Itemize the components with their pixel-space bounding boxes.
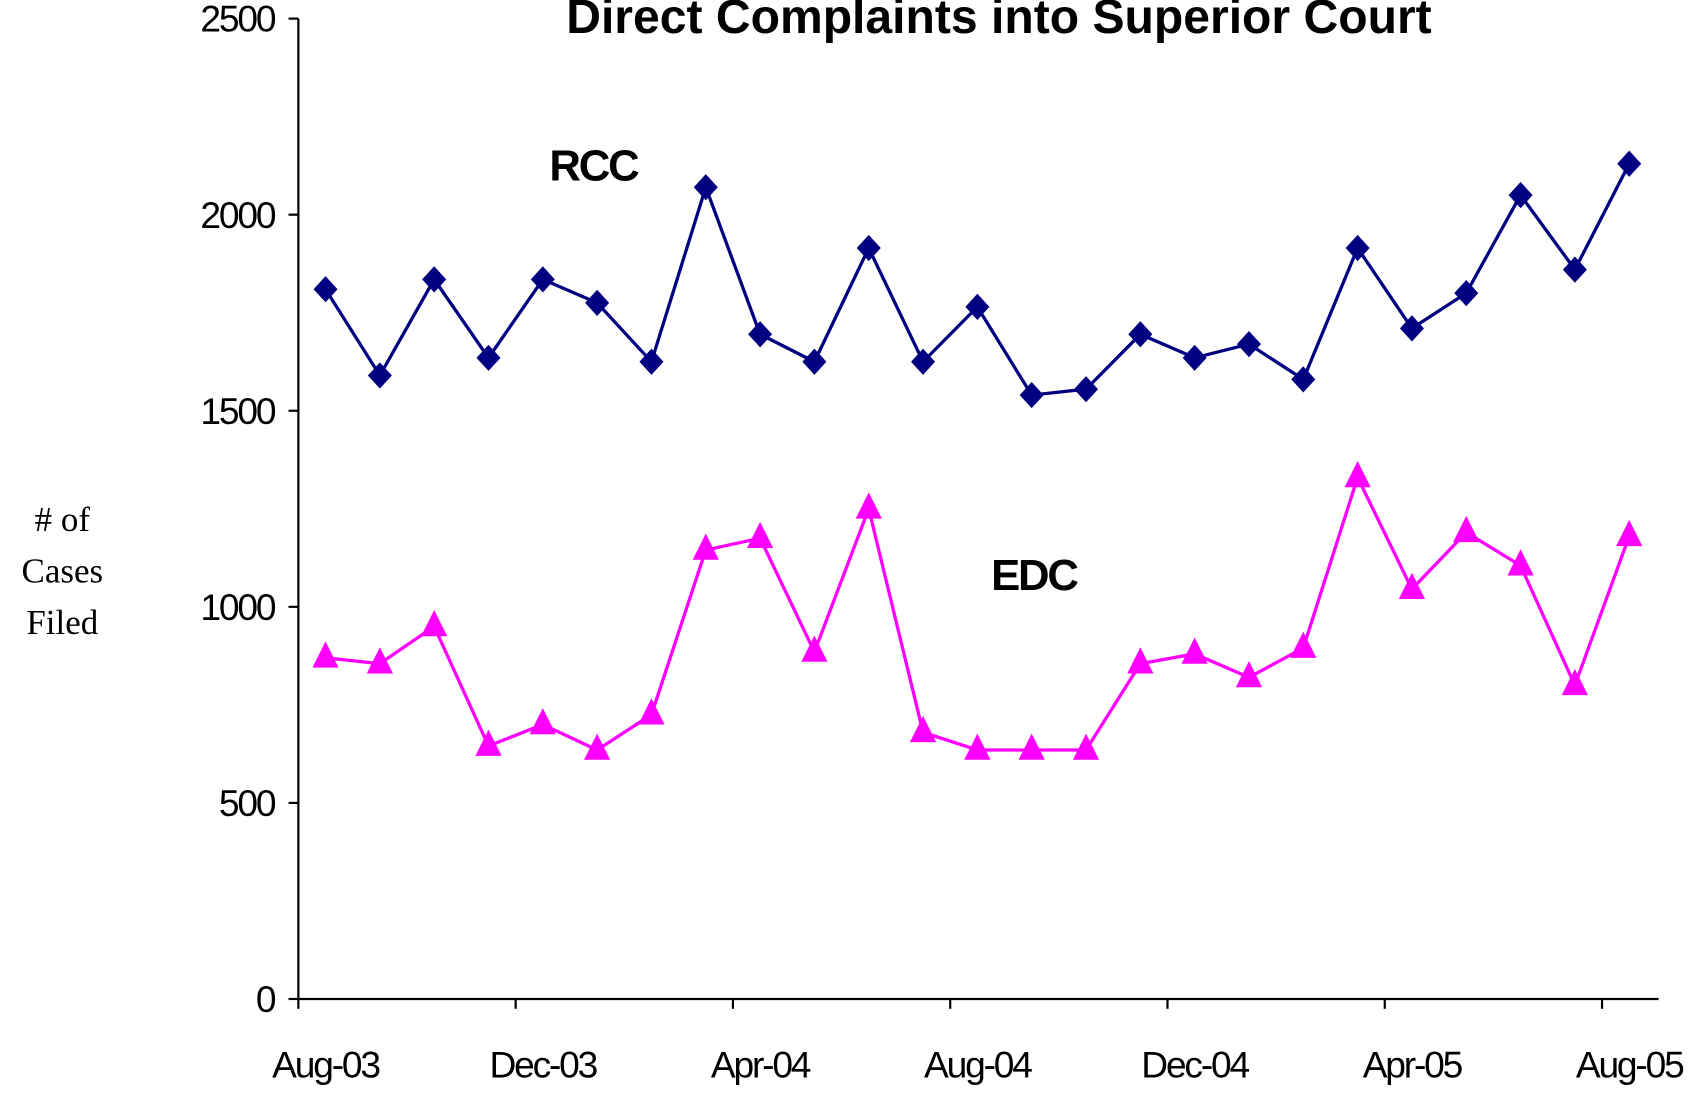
marker (1019, 381, 1044, 409)
x-tick-label: Apr-04 (711, 1044, 811, 1086)
marker (1507, 549, 1534, 576)
marker (312, 641, 339, 668)
marker (693, 174, 718, 201)
series-line (325, 473, 1631, 752)
chart-title: Direct Complaints into Superior Court (566, 0, 1431, 44)
y-axis-label: Filed (26, 603, 98, 642)
marker (802, 348, 827, 375)
marker (909, 715, 937, 743)
marker (748, 321, 773, 348)
marker (1617, 150, 1642, 177)
y-tick-label: 1000 (200, 586, 275, 628)
series-label: EDC (991, 551, 1078, 600)
x-tick-label: Aug-05 (1576, 1044, 1684, 1086)
marker (422, 266, 447, 293)
marker (529, 708, 556, 735)
y-axis-label: # of (35, 500, 91, 539)
marker (1181, 637, 1208, 664)
marker (1508, 181, 1533, 209)
marker (1018, 733, 1045, 760)
marker (476, 344, 501, 371)
y-tick-label: 2000 (200, 194, 275, 236)
marker (584, 733, 611, 760)
marker (1453, 515, 1480, 543)
marker (964, 733, 991, 760)
marker (855, 492, 882, 519)
marker (1290, 631, 1317, 658)
marker (746, 521, 774, 549)
x-tick-label: Dec-04 (1141, 1044, 1249, 1086)
marker (1182, 344, 1207, 371)
marker (366, 647, 393, 674)
x-tick-label: Dec-03 (489, 1044, 597, 1086)
y-tick-label: 0 (256, 978, 276, 1020)
y-tick-label: 2500 (200, 0, 275, 40)
marker (638, 698, 665, 725)
x-tick-label: Apr-05 (1363, 1044, 1463, 1086)
marker (530, 266, 555, 293)
marker (801, 635, 828, 662)
marker (1616, 519, 1643, 547)
marker (1291, 366, 1316, 393)
marker (856, 234, 881, 262)
x-tick-label: Aug-04 (924, 1044, 1032, 1086)
marker (1236, 330, 1261, 358)
marker (1127, 647, 1154, 674)
marker (1562, 256, 1587, 283)
marker (421, 610, 448, 637)
marker (1398, 572, 1426, 600)
marker (1344, 461, 1371, 488)
x-tick-label: Aug-03 (272, 1044, 380, 1086)
marker (1072, 733, 1100, 760)
y-tick-label: 500 (219, 782, 276, 824)
marker (1399, 315, 1424, 342)
marker (692, 533, 719, 560)
marker (1454, 279, 1479, 307)
y-axis-label: Cases (22, 552, 104, 591)
series-label: RCC (549, 141, 639, 190)
marker (1561, 668, 1588, 696)
marker (313, 276, 338, 303)
marker (367, 362, 392, 389)
y-tick-label: 1500 (200, 390, 275, 432)
series-line (324, 162, 1631, 397)
marker (965, 293, 990, 320)
marker (1345, 234, 1370, 262)
marker (1235, 661, 1263, 688)
marker (475, 729, 502, 756)
